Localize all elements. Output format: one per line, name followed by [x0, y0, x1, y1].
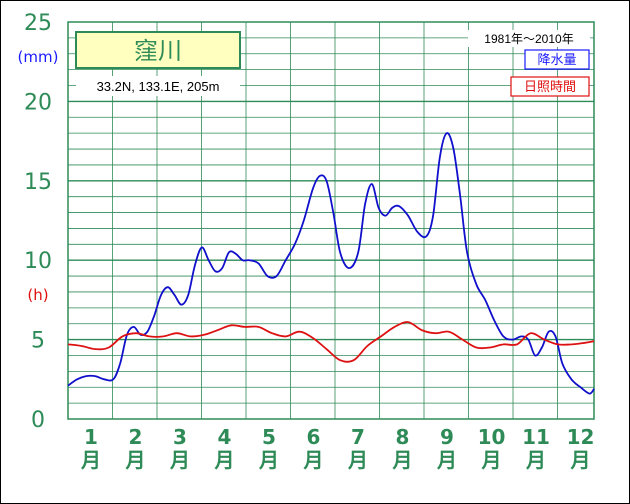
x-tick-label: 7 — [351, 425, 365, 449]
x-tick-label: 1 — [84, 425, 98, 449]
y-tick-label: 0 — [31, 408, 45, 433]
x-tick-unit: 月 — [80, 448, 101, 472]
x-tick-label: 10 — [478, 425, 506, 449]
x-tick-label: 9 — [440, 425, 454, 449]
y-axis-ticks: 0 5 10 15 20 25 — [24, 11, 52, 433]
period-label: 1981年〜2010年 — [484, 32, 573, 46]
plot-border — [67, 21, 595, 420]
x-tick-unit: 月 — [570, 448, 591, 472]
y-tick-label: 25 — [24, 11, 52, 36]
period-bg — [468, 30, 590, 47]
x-tick-label: 12 — [567, 425, 595, 449]
y-tick-label: 5 — [31, 329, 45, 354]
series-sunshine-line — [67, 321, 595, 363]
x-tick-unit: 月 — [436, 448, 457, 472]
series-precip-line — [67, 132, 595, 395]
x-tick-unit: 月 — [258, 448, 279, 472]
y-unit-left: (mm) — [18, 48, 59, 66]
legend-sunshine-box — [510, 76, 590, 97]
y-tick-label: 20 — [24, 90, 52, 115]
y-tick-label: 10 — [24, 249, 52, 274]
x-tick-unit: 月 — [392, 448, 413, 472]
x-tick-label: 8 — [396, 425, 410, 449]
series-layer — [67, 132, 595, 395]
x-tick-label: 5 — [262, 425, 276, 449]
x-tick-label: 11 — [522, 425, 550, 449]
legend-precip-box — [524, 49, 590, 70]
x-tick-label: 3 — [173, 425, 187, 449]
legend-precip-label: 降水量 — [537, 53, 576, 68]
station-box — [75, 31, 241, 69]
x-tick-unit: 月 — [214, 448, 235, 472]
station-coords: 33.2N, 133.1E, 205m — [97, 79, 220, 94]
y-unit-right: (h) — [27, 286, 48, 304]
y-tick-label: 15 — [24, 170, 52, 195]
x-tick-unit: 月 — [303, 448, 324, 472]
x-tick-unit: 月 — [347, 448, 368, 472]
x-tick-unit: 月 — [525, 448, 546, 472]
x-tick-unit: 月 — [481, 448, 502, 472]
legend-sunshine-label: 日照時間 — [524, 80, 576, 95]
coords-box — [76, 76, 240, 96]
x-tick-unit: 月 — [125, 448, 146, 472]
x-tick-label: 4 — [218, 425, 232, 449]
x-tick-label: 6 — [307, 425, 321, 449]
x-tick-unit: 月 — [169, 448, 190, 472]
station-name: 窪川 — [134, 37, 182, 65]
x-tick-label: 2 — [129, 425, 143, 449]
